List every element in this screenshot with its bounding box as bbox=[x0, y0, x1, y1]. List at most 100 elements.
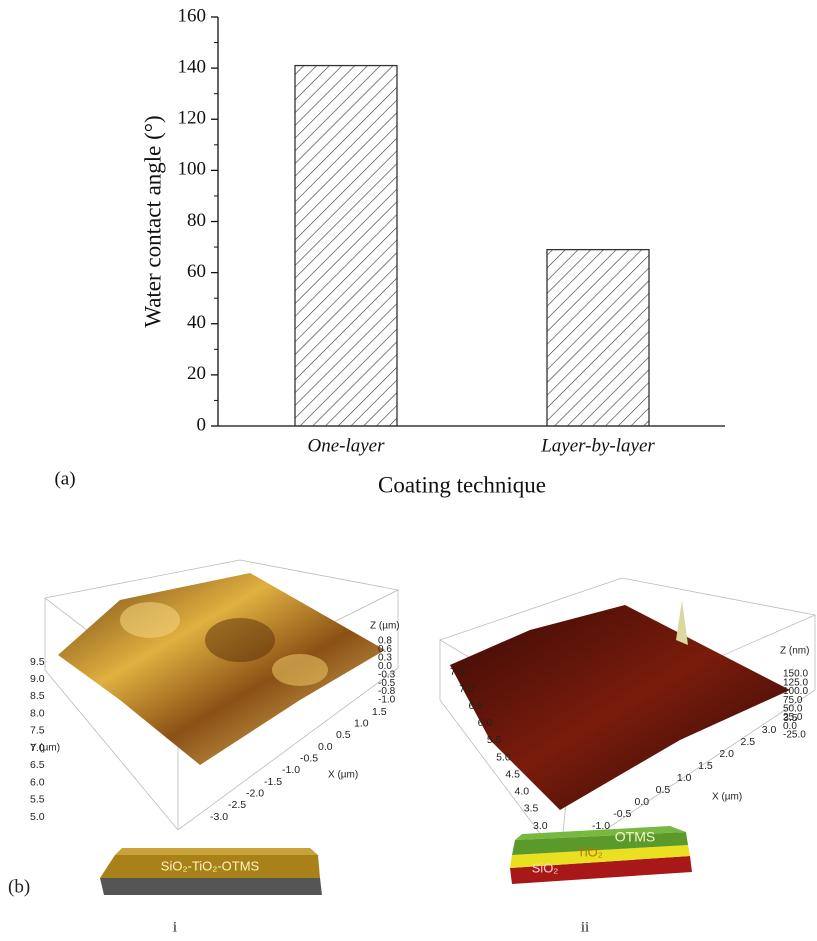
y-tick-label: 40 bbox=[187, 312, 206, 333]
z-tick-label: 100.0 bbox=[783, 686, 808, 697]
x-tick-label: -3.0 bbox=[210, 811, 228, 823]
right-surface bbox=[450, 605, 790, 810]
y-tick-label: 3.5 bbox=[524, 803, 539, 815]
z-axis-title: Z (µm) bbox=[370, 621, 400, 632]
y-tick-label: 7.5 bbox=[30, 725, 45, 737]
y-tick-label: 0 bbox=[197, 414, 207, 435]
y-tick-label: 160 bbox=[178, 5, 207, 26]
z-tick-label: -0.3 bbox=[378, 669, 396, 680]
x-tick-label: Layer-by-layer bbox=[540, 435, 655, 456]
x-tick-label: 2.5 bbox=[741, 736, 756, 748]
x-tick-label: -1.0 bbox=[282, 764, 300, 776]
y-tick-label: 100 bbox=[178, 159, 207, 180]
left-surface-blob bbox=[272, 654, 328, 686]
z-tick-label: 125.0 bbox=[783, 677, 808, 688]
z-tick-label: 0.0 bbox=[378, 661, 392, 672]
y-tick-label: 60 bbox=[187, 261, 206, 282]
x-tick-label: -2.5 bbox=[228, 799, 246, 811]
x-tick-label: -0.5 bbox=[613, 808, 631, 820]
otms-layer bbox=[512, 832, 688, 855]
layer-label: OTMS bbox=[615, 829, 655, 845]
panel-label: (a) bbox=[54, 468, 75, 489]
x-tick-label: -0.5 bbox=[300, 752, 318, 764]
x-tick-label: -2.0 bbox=[246, 787, 264, 799]
x-tick-label: -1.0 bbox=[592, 820, 610, 832]
x-tick-label: 1.5 bbox=[698, 760, 713, 772]
sub-label: i bbox=[173, 919, 177, 935]
x-axis-label: Coating technique bbox=[378, 472, 546, 497]
z-tick-label: -1.0 bbox=[378, 695, 396, 706]
layer-label: SiO₂-TiO₂-OTMS bbox=[161, 858, 260, 873]
y-tick-label: 7.5 bbox=[450, 666, 465, 678]
z-tick-label: 50.0 bbox=[783, 703, 803, 714]
x-tick-label: One-layer bbox=[307, 435, 385, 456]
afm-images bbox=[44, 559, 817, 861]
x-tick-label: 0.0 bbox=[318, 741, 333, 753]
x-tick-label: 1.0 bbox=[354, 717, 369, 729]
sub-label: ii bbox=[581, 919, 589, 935]
y-tick-label: 4.0 bbox=[515, 786, 530, 798]
z-tick-label: 0.3 bbox=[378, 652, 392, 663]
x-tick-label: 0.5 bbox=[336, 729, 351, 741]
z-tick-label: -0.8 bbox=[378, 686, 396, 697]
y-tick-label: 4.5 bbox=[505, 768, 520, 780]
y-tick-label: 6.5 bbox=[30, 759, 45, 771]
x-axis-title: X (µm) bbox=[712, 792, 742, 803]
y-tick-label: 140 bbox=[178, 56, 207, 77]
y-tick-label: 6.0 bbox=[30, 776, 45, 788]
bar bbox=[294, 64, 398, 427]
z-tick-label: -25.0 bbox=[783, 730, 806, 741]
y-tick-label: 9.5 bbox=[30, 656, 45, 668]
y-tick-label: 8.5 bbox=[30, 690, 45, 702]
x-tick-label: 1.5 bbox=[372, 706, 387, 718]
y-tick-label: 8.0 bbox=[30, 707, 45, 719]
y-tick-label: 3.0 bbox=[533, 820, 548, 832]
z-tick-label: -0.5 bbox=[378, 678, 396, 689]
y-tick-label: 120 bbox=[178, 108, 207, 129]
z-tick-label: 0.6 bbox=[378, 644, 392, 655]
right-surface-peak bbox=[676, 600, 688, 645]
layer-label: SiO₂ bbox=[532, 860, 559, 875]
sio2-layer bbox=[510, 856, 692, 884]
x-tick-label: 3.5 bbox=[783, 712, 798, 724]
layer-diagrams bbox=[100, 826, 692, 895]
z-tick-label: 0.0 bbox=[783, 721, 797, 732]
z-tick-label: 75.0 bbox=[783, 695, 803, 706]
y-tick-label: 5.0 bbox=[30, 811, 45, 823]
z-axis-title: Z (nm) bbox=[780, 646, 809, 657]
z-tick-label: 25.0 bbox=[783, 712, 803, 723]
coating-top bbox=[115, 848, 318, 855]
x-tick-label: -1.5 bbox=[264, 776, 282, 788]
y-tick-label: 7.0 bbox=[30, 742, 45, 754]
x-tick-label: 0.0 bbox=[634, 796, 649, 808]
panel-label: (b) bbox=[8, 876, 30, 897]
x-tick-label: 0.5 bbox=[656, 784, 671, 796]
otms-top bbox=[515, 826, 686, 840]
tio2-layer bbox=[510, 845, 690, 868]
y-tick-label: 5.0 bbox=[496, 751, 511, 763]
y-axis-title: Y (µm) bbox=[30, 743, 60, 754]
substrate bbox=[100, 878, 322, 895]
y-tick-label: 9.0 bbox=[30, 673, 45, 685]
z-tick-label: 0.8 bbox=[378, 636, 392, 647]
y-tick-label: 5.5 bbox=[30, 794, 45, 806]
layer-label: TiO₂ bbox=[577, 844, 603, 859]
y-tick-label: 6.0 bbox=[478, 717, 493, 729]
left-surface-blob bbox=[120, 602, 180, 638]
x-tick-label: 2.0 bbox=[719, 748, 734, 760]
y-tick-label: 7.0 bbox=[459, 683, 474, 695]
coating-layer bbox=[100, 855, 320, 878]
x-tick-label: 3.0 bbox=[762, 724, 777, 736]
y-tick-label: 6.5 bbox=[468, 700, 483, 712]
y-tick-label: 5.5 bbox=[487, 734, 502, 746]
z-tick-label: 150.0 bbox=[783, 669, 808, 680]
y-tick-label: 80 bbox=[187, 210, 206, 231]
y-tick-label: 20 bbox=[187, 363, 206, 384]
x-tick-label: 1.0 bbox=[677, 772, 692, 784]
y-axis-label: Water contact angle (°) bbox=[140, 115, 165, 327]
x-axis-title: X (µm) bbox=[328, 770, 358, 781]
bar bbox=[546, 248, 650, 427]
left-surface-blob bbox=[205, 618, 275, 662]
